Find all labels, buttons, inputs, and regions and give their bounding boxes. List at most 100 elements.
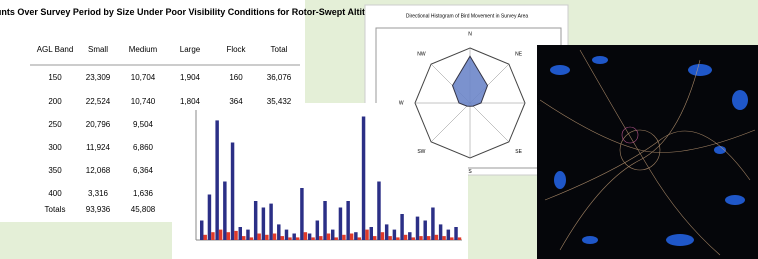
- bar: [300, 188, 303, 240]
- bar: [396, 237, 399, 240]
- bar: [339, 208, 342, 241]
- table-cell: 1,636: [133, 189, 154, 198]
- bar: [439, 224, 442, 240]
- bar: [281, 236, 284, 240]
- bar: [211, 232, 214, 240]
- bar: [388, 236, 391, 240]
- bar: [246, 230, 249, 240]
- bar: [200, 221, 203, 241]
- bar: [400, 214, 403, 240]
- bar: [273, 234, 276, 241]
- table-header: Medium: [129, 45, 158, 54]
- bar: [427, 236, 430, 240]
- radar-label: N: [468, 32, 472, 38]
- table-cell: 12,068: [86, 166, 111, 175]
- page: Bird Target Counts Over Survey Period by…: [0, 0, 758, 259]
- table-cell: 10,704: [131, 73, 156, 82]
- table-cell: 3,316: [88, 189, 109, 198]
- bar: [239, 227, 242, 240]
- bar: [277, 224, 280, 240]
- bar: [435, 235, 438, 240]
- table-cell: 300: [48, 143, 62, 152]
- bar: [393, 230, 396, 240]
- radar-label: W: [399, 100, 404, 106]
- table-header: Total: [271, 45, 288, 54]
- bar: [377, 182, 380, 241]
- bar: [447, 230, 450, 240]
- bar: [412, 237, 415, 240]
- bar: [227, 232, 230, 240]
- radar-label: NW: [417, 52, 426, 58]
- bar: [250, 237, 253, 240]
- bar: [370, 227, 373, 240]
- bar: [362, 117, 365, 241]
- table-cell: 250: [48, 120, 62, 129]
- table-cell: 1,804: [180, 97, 201, 106]
- table-cell: 93,936: [86, 205, 111, 214]
- table-cell: 36,076: [267, 73, 292, 82]
- table-cell: 364: [229, 97, 243, 106]
- table-cell: 400: [48, 189, 62, 198]
- bar: [288, 237, 291, 240]
- table-cell: 9,504: [133, 120, 154, 129]
- bar: [292, 234, 295, 241]
- table-cell: 350: [48, 166, 62, 175]
- bar: [219, 230, 222, 240]
- table-cell: 10,740: [131, 97, 156, 106]
- table-cell: 35,432: [267, 97, 292, 106]
- bar: [254, 201, 257, 240]
- table-cell: 6,364: [133, 166, 154, 175]
- bar: [215, 120, 218, 240]
- bar: [327, 234, 330, 241]
- collage: Bird Target Counts Over Survey Period by…: [0, 0, 758, 259]
- table-cell: 20,796: [86, 120, 111, 129]
- table-header: Large: [180, 45, 201, 54]
- bar: [304, 232, 307, 240]
- table-cell: 150: [48, 73, 62, 82]
- bar: [458, 237, 461, 240]
- bar: [454, 227, 457, 240]
- table-cell: 45,808: [131, 205, 156, 214]
- bar: [404, 235, 407, 240]
- bar: [419, 236, 422, 240]
- bar: [265, 235, 268, 240]
- bar: [334, 237, 337, 240]
- bar: [285, 230, 288, 240]
- bar: [311, 237, 314, 240]
- bar: [442, 236, 445, 240]
- table-header: AGL Band: [37, 45, 74, 54]
- bar: [346, 201, 349, 240]
- table-header: Flock: [226, 45, 246, 54]
- bar: [223, 182, 226, 241]
- bar: [296, 237, 299, 240]
- bar: [257, 234, 260, 241]
- bar: [416, 217, 419, 240]
- table-cell: 23,309: [86, 73, 111, 82]
- bar: [242, 236, 245, 240]
- bar: [342, 235, 345, 240]
- table-cell: 22,524: [86, 97, 111, 106]
- radar-title: Directional Histogram of Bird Movement i…: [406, 13, 528, 19]
- bar: [354, 232, 357, 240]
- bar: [431, 208, 434, 241]
- table-header: Small: [88, 45, 108, 54]
- bar: [358, 237, 361, 240]
- bar: [319, 236, 322, 240]
- bar: [381, 232, 384, 240]
- table-cell: 11,924: [86, 143, 110, 152]
- bar: [208, 195, 211, 241]
- bar: [385, 224, 388, 240]
- radar-label: SW: [417, 149, 425, 155]
- bar: [308, 234, 311, 241]
- map: [537, 45, 758, 259]
- bar: [423, 221, 426, 241]
- table-cell: 1,904: [180, 73, 201, 82]
- bar: [231, 143, 234, 241]
- radar-label: SE: [515, 149, 522, 155]
- table-title: Bird Target Counts Over Survey Period by…: [0, 7, 386, 17]
- radar-label: NE: [515, 52, 523, 58]
- bar: [269, 204, 272, 240]
- bar: [316, 221, 319, 241]
- bar: [373, 236, 376, 240]
- table-cell: 160: [229, 73, 243, 82]
